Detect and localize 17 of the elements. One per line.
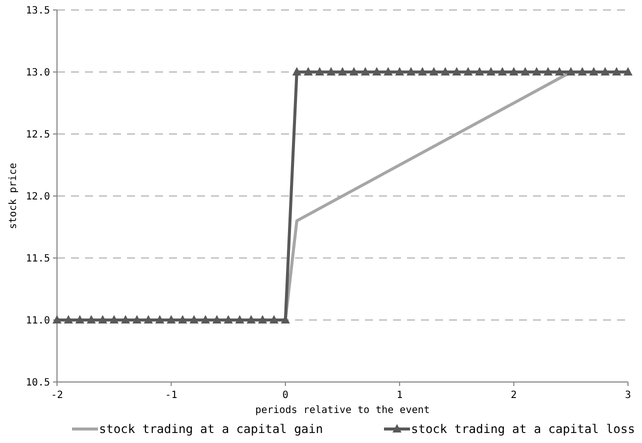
legend-label: stock trading at a capital gain [99, 422, 323, 436]
y-tick-label: 12.5 [26, 130, 50, 140]
y-tick-label: 13.5 [26, 6, 50, 16]
y-tick-label: 11.0 [26, 316, 50, 326]
x-tick-label: 0 [282, 390, 288, 401]
y-tick-label: 12.0 [26, 192, 50, 202]
x-tick-label: 3 [624, 390, 632, 401]
y-axis-title: stock price [8, 162, 19, 230]
x-tick-label: -1 [165, 390, 178, 401]
x-tick-label: 2 [510, 390, 517, 401]
x-axis-title: periods relative to the event [255, 405, 430, 416]
x-tick-label: -2 [50, 390, 64, 401]
x-tick-label: 1 [396, 390, 403, 401]
y-tick-label: 13.0 [26, 68, 50, 78]
y-tick-label: 11.5 [26, 254, 50, 264]
legend-label: stock trading at a capital loss [411, 422, 635, 436]
y-tick-label: 10.5 [26, 378, 50, 388]
